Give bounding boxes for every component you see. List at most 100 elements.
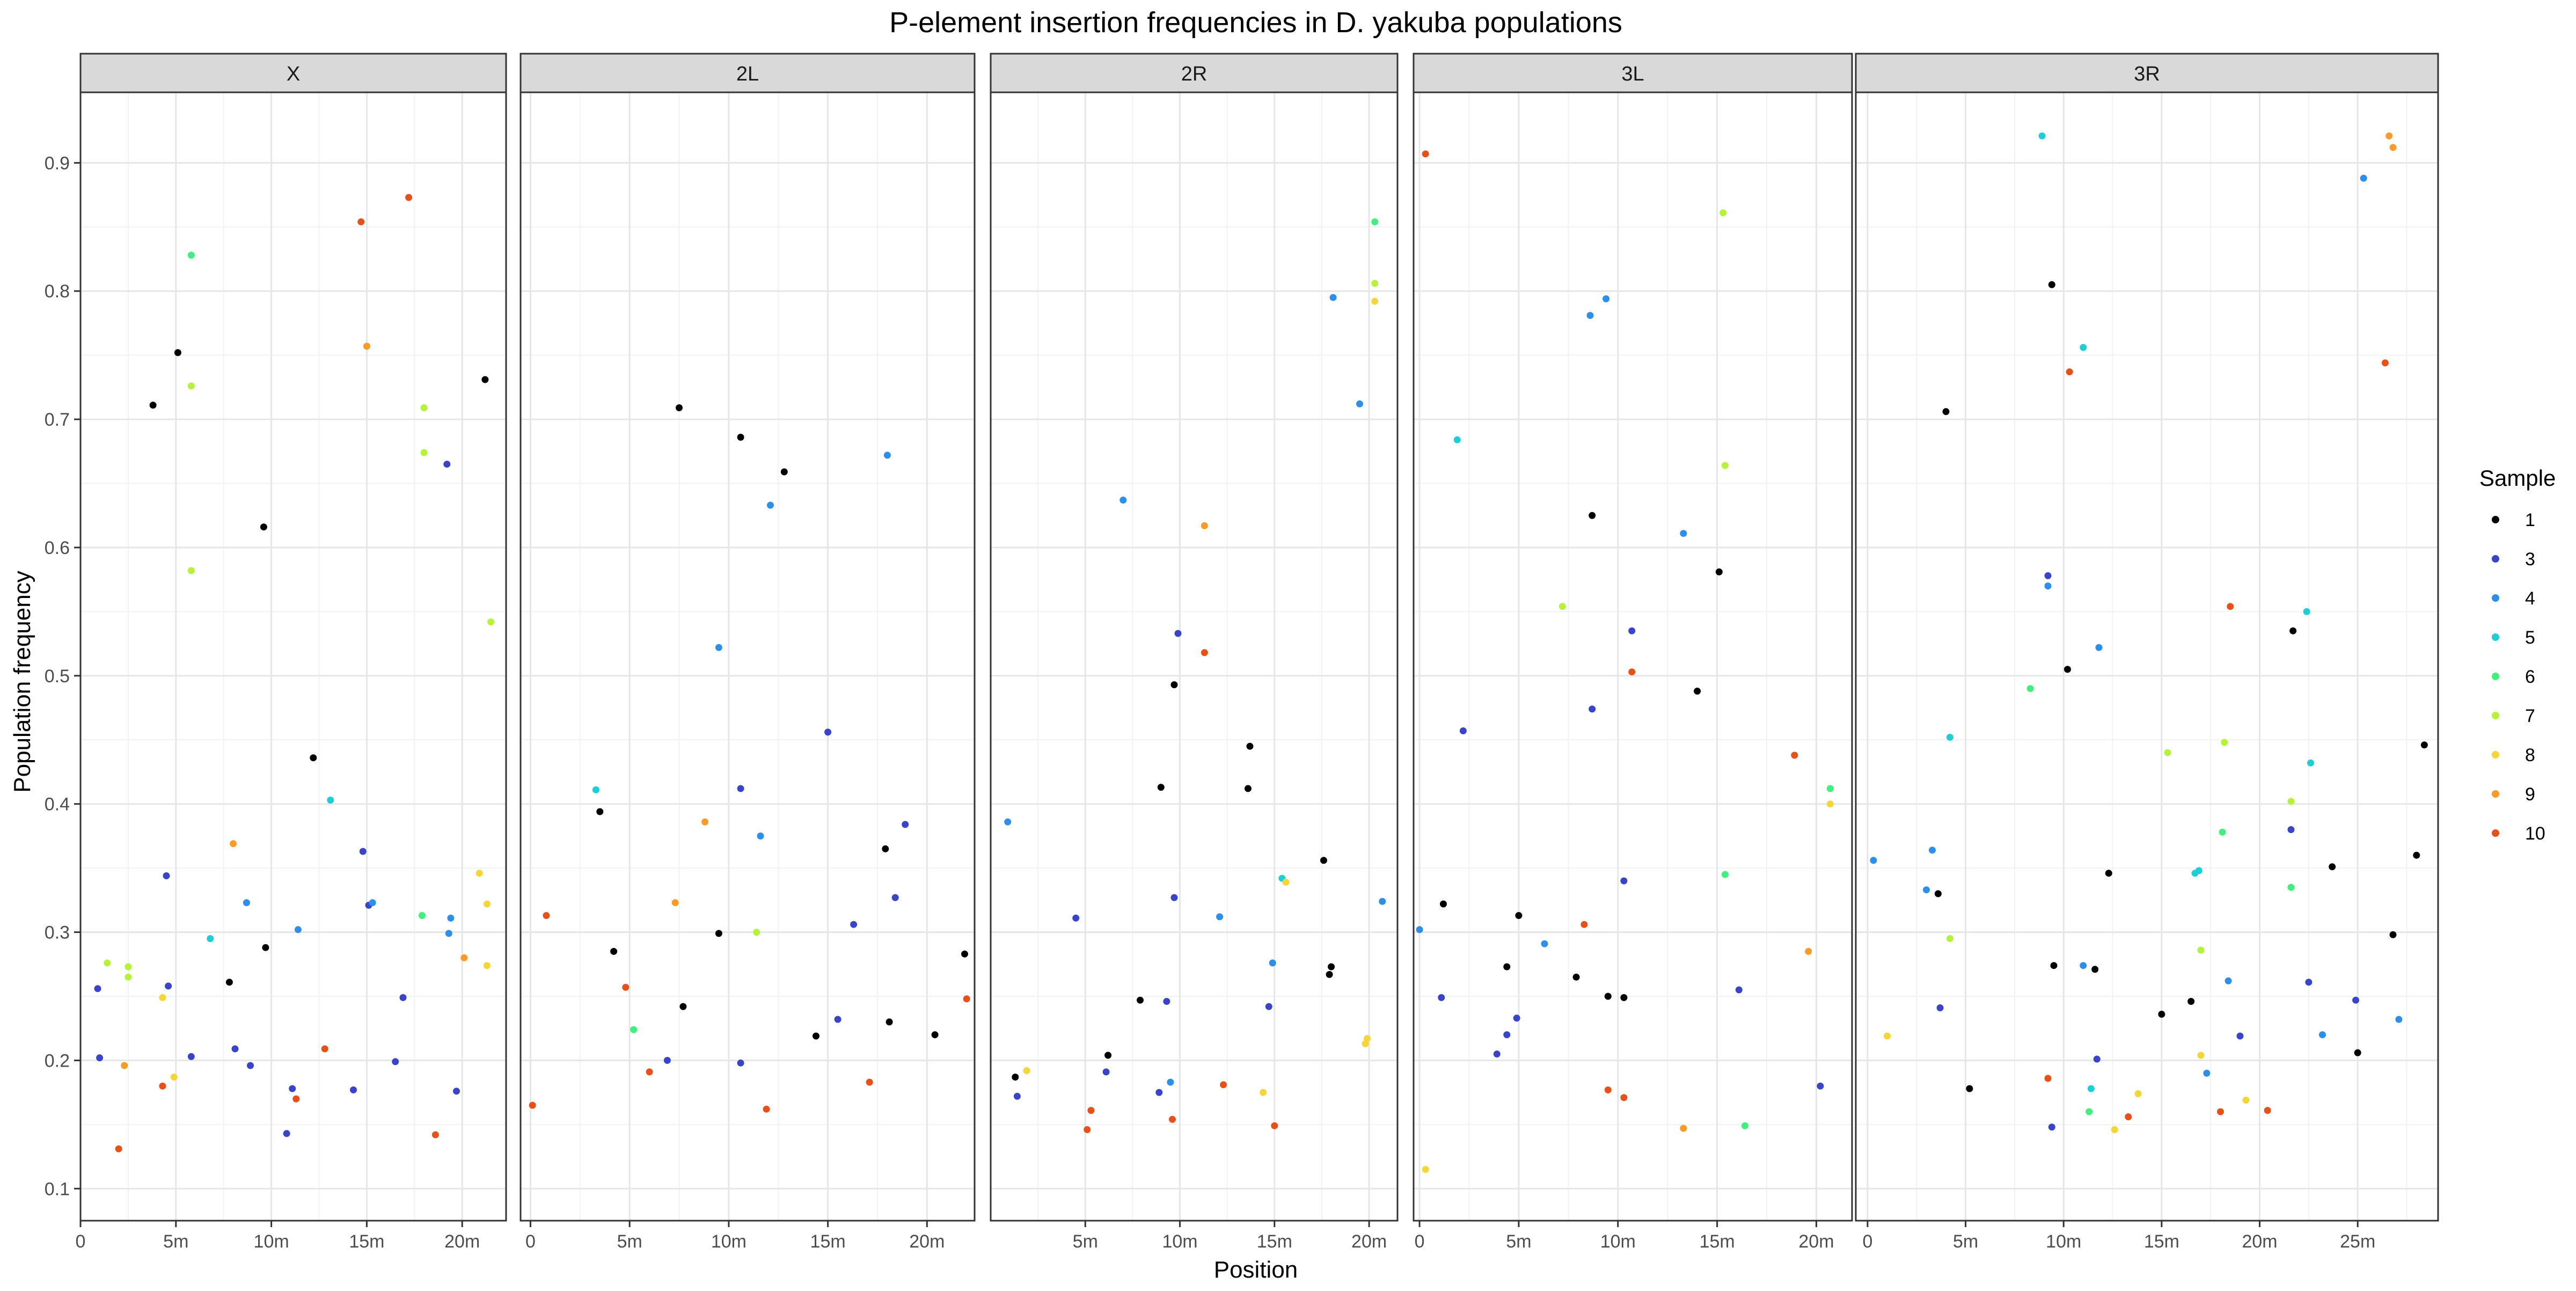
data-point: [1680, 530, 1687, 537]
data-point: [247, 1062, 254, 1069]
data-point: [866, 1078, 873, 1086]
data-point: [2287, 884, 2295, 891]
data-point: [596, 808, 604, 815]
data-point: [1087, 1107, 1095, 1114]
legend-swatch: [2492, 712, 2499, 719]
data-points: [529, 404, 970, 1113]
data-point: [1929, 847, 1936, 854]
data-point: [447, 914, 455, 922]
data-point: [392, 1058, 399, 1066]
facet-strip-label: X: [287, 63, 300, 85]
data-point: [824, 728, 832, 736]
data-point: [1216, 913, 1224, 921]
data-point: [2420, 741, 2428, 749]
data-point: [292, 1095, 300, 1103]
data-point: [443, 461, 451, 468]
data-point: [679, 1003, 687, 1010]
legend-entry: 3: [2492, 549, 2535, 570]
facet-strip: [1855, 53, 2439, 93]
panel-3r: 3R 0 5m 10m 15m 20m 25m: [1855, 53, 2439, 1252]
legend-title: Sample: [2479, 465, 2556, 491]
data-point: [159, 1082, 166, 1090]
data-point: [1438, 994, 1445, 1001]
data-point: [1422, 150, 1429, 158]
data-point: [1580, 921, 1588, 928]
data-point: [902, 821, 909, 828]
data-point: [1694, 688, 1701, 695]
panel-x: X 0 5m 10m 15m 20m: [76, 53, 507, 1252]
data-point: [187, 567, 195, 574]
data-point: [1356, 400, 1363, 407]
data-point: [963, 995, 970, 1003]
data-point: [763, 1105, 770, 1113]
data-point: [646, 1068, 653, 1076]
data-point: [121, 1062, 128, 1069]
data-point: [737, 1059, 744, 1067]
data-point: [529, 1102, 536, 1109]
data-point: [260, 523, 267, 531]
data-point: [891, 894, 899, 901]
legend-label: 4: [2525, 588, 2535, 609]
data-point: [1493, 1051, 1501, 1057]
data-point: [2360, 174, 2367, 182]
legend-entries: 1 3 4 5 6 7 8 9 10: [2492, 510, 2545, 844]
data-point: [1422, 1166, 1429, 1173]
x-tick-label: 0: [525, 1231, 536, 1252]
data-point: [170, 1074, 178, 1081]
x-tick-label: 20m: [2242, 1231, 2277, 1252]
data-point: [1936, 1004, 1944, 1011]
data-point: [163, 872, 170, 879]
facet-strip: [519, 53, 976, 93]
data-point: [405, 194, 413, 201]
data-point: [676, 404, 683, 412]
data-point: [419, 912, 426, 919]
data-point: [1503, 1031, 1511, 1039]
data-point: [1946, 935, 1953, 942]
panel-border: [1855, 91, 2439, 1222]
data-point: [1715, 568, 1723, 575]
data-point: [2048, 281, 2055, 288]
y-tick-label: 0.3: [45, 923, 70, 943]
data-point: [1329, 294, 1337, 301]
data-point: [715, 644, 722, 651]
data-point: [2221, 739, 2228, 746]
x-tick-label: 0: [1862, 1231, 1872, 1252]
data-point: [2048, 1124, 2055, 1131]
x-tick-label: 5m: [1953, 1231, 1978, 1252]
data-point: [115, 1145, 122, 1153]
data-point: [399, 994, 407, 1001]
data-point: [1265, 1003, 1272, 1010]
data-point: [1371, 280, 1379, 287]
data-point: [1541, 940, 1548, 947]
data-point: [2287, 826, 2295, 833]
data-point: [420, 449, 428, 456]
x-tick-label: 10m: [711, 1231, 747, 1252]
data-point: [2134, 1090, 2142, 1097]
data-point: [2080, 344, 2087, 351]
data-point: [737, 785, 744, 792]
data-point: [1934, 890, 1942, 898]
data-point: [230, 840, 237, 848]
data-point: [701, 818, 709, 826]
data-point: [475, 870, 483, 877]
data-point: [592, 786, 599, 793]
data-point: [2236, 1032, 2244, 1040]
x-tick-label: 15m: [2144, 1231, 2179, 1252]
data-point: [1201, 522, 1208, 529]
x-tick-label: 20m: [909, 1231, 945, 1252]
facet-strip: [79, 53, 507, 93]
data-point: [1104, 1052, 1112, 1059]
data-point: [125, 973, 132, 981]
x-tick-label: 5m: [617, 1231, 642, 1252]
data-point: [1084, 1126, 1091, 1133]
data-point: [350, 1086, 357, 1093]
data-point: [931, 1031, 939, 1039]
chart-title: P-element insertion frequencies in D. ya…: [889, 6, 1622, 39]
data-point: [1586, 312, 1594, 319]
legend: Sample 1 3 4 5 6 7 8 9 10: [2479, 465, 2556, 844]
data-point: [1826, 800, 1834, 808]
legend-label: 10: [2525, 823, 2545, 844]
legend-swatch: [2492, 790, 2499, 798]
data-point: [630, 1026, 638, 1033]
data-point: [125, 963, 132, 971]
